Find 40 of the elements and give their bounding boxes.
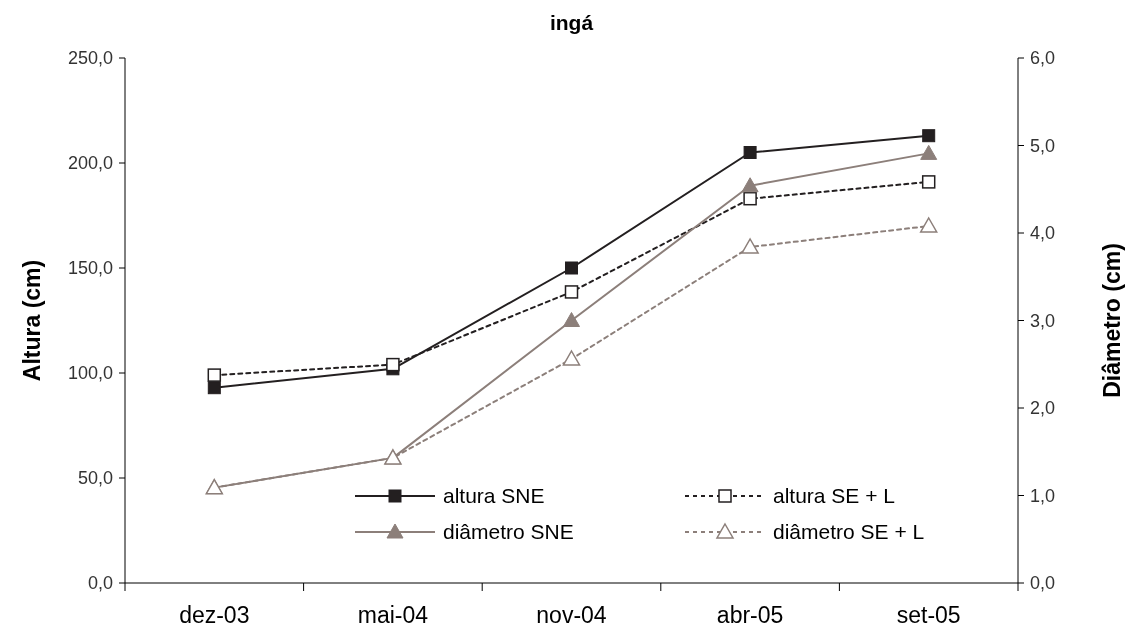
y2-tick-label: 2,0 bbox=[1030, 398, 1056, 419]
y2-tick-label: 6,0 bbox=[1030, 48, 1056, 69]
legend-label: altura SNE bbox=[443, 484, 545, 508]
chart-title: ingá bbox=[549, 11, 594, 34]
x-tick-label: mai-04 bbox=[357, 602, 429, 628]
y-tick-label: 0,0 bbox=[87, 573, 113, 594]
point bbox=[921, 175, 936, 189]
point bbox=[741, 238, 759, 254]
legend-label: diâmetro SE + L bbox=[773, 520, 925, 544]
y2-tick-label: 4,0 bbox=[1030, 223, 1056, 244]
y-tick-label: 50,0 bbox=[77, 468, 113, 489]
point bbox=[563, 312, 580, 327]
x-tick-label: set-05 bbox=[896, 602, 961, 628]
y-tick-label: 100,0 bbox=[67, 363, 113, 384]
x-tick-label: dez-03 bbox=[179, 602, 250, 628]
point bbox=[565, 261, 578, 275]
point bbox=[743, 191, 757, 206]
legend-label: diâmetro SNE bbox=[443, 520, 574, 544]
point bbox=[207, 368, 222, 382]
point bbox=[564, 285, 579, 299]
point bbox=[562, 350, 581, 366]
point bbox=[386, 357, 400, 372]
y2-tick-label: 1,0 bbox=[1030, 485, 1056, 506]
legend-label: altura SE + L bbox=[773, 484, 895, 508]
point bbox=[743, 146, 757, 159]
x-tick-label: abr-05 bbox=[716, 602, 784, 628]
point bbox=[922, 129, 936, 143]
y2-axis-title: Diâmetro (cm) bbox=[1099, 243, 1125, 398]
y-tick-label: 150,0 bbox=[67, 258, 113, 279]
y-axis-title: Altura (cm) bbox=[19, 259, 45, 382]
y-tick-label: 250,0 bbox=[67, 48, 113, 69]
x-tick-label: nov-04 bbox=[536, 602, 607, 628]
y2-tick-label: 3,0 bbox=[1030, 310, 1056, 331]
point bbox=[741, 177, 759, 193]
point bbox=[919, 217, 938, 233]
y2-tick-label: 0,0 bbox=[1030, 573, 1056, 594]
y2-tick-label: 5,0 bbox=[1030, 135, 1056, 156]
y-tick-label: 200,0 bbox=[67, 153, 113, 174]
point bbox=[920, 144, 938, 160]
point bbox=[207, 381, 221, 395]
